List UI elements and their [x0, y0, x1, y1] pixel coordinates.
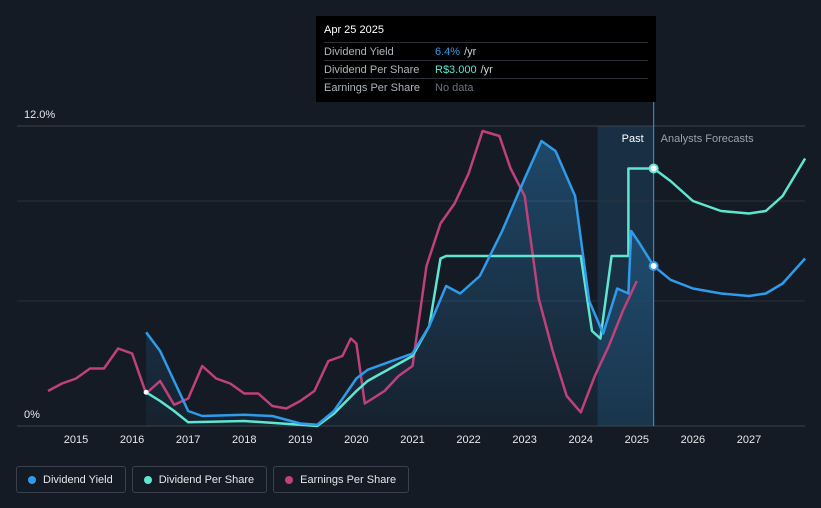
hover-marker	[648, 261, 659, 271]
tooltip-row-value: No data	[435, 81, 474, 94]
legend-dot-icon	[28, 475, 36, 484]
x-tick-label: 2026	[681, 434, 705, 446]
dividend-per-share-line	[145, 157, 807, 428]
past-label: Past	[622, 133, 644, 145]
x-tick-label: 2016	[120, 434, 144, 446]
dividend-yield-area	[146, 141, 654, 426]
x-tick-label: 2022	[456, 434, 480, 446]
legend-label: Dividend Yield	[43, 473, 113, 486]
tooltip-row-value: 6.4%	[435, 45, 461, 58]
y-tick-label-top: 12.0%	[24, 109, 55, 121]
tooltip-row-name: Dividend Per Share	[324, 63, 420, 76]
tooltip-row-earnings-per-share: Earnings Per Share No data	[324, 78, 648, 96]
tooltip-row-name: Earnings Per Share	[324, 81, 420, 94]
tooltip-row-unit: /yr	[480, 63, 493, 76]
legend-item-dividend-per-share[interactable]: Dividend Per Share	[131, 466, 268, 493]
legend-dot-icon	[143, 475, 152, 484]
tooltip: Apr 25 2025 Dividend Yield 6.4% /yr Divi…	[316, 16, 656, 102]
tooltip-row-unit: /yr	[464, 45, 477, 58]
x-tick-label: 2020	[344, 434, 368, 446]
x-tick-label: 2019	[288, 434, 312, 446]
x-tick-label: 2025	[625, 434, 649, 446]
legend: Dividend Yield Dividend Per Share Earnin…	[16, 466, 410, 493]
y-tick-label-bottom: 0%	[24, 409, 40, 421]
legend-label: Earnings Per Share	[300, 473, 397, 486]
legend-dot-icon	[285, 475, 294, 484]
legend-label: Dividend Per Share	[158, 473, 255, 486]
x-tick-label: 2018	[232, 434, 256, 446]
tooltip-date: Apr 25 2025	[324, 24, 384, 36]
tooltip-row-dividend-yield: Dividend Yield 6.4% /yr	[324, 42, 648, 60]
x-tick-label: 2027	[737, 434, 761, 446]
dividend-yield-line	[145, 139, 807, 427]
legend-item-earnings-per-share[interactable]: Earnings Per Share	[273, 466, 410, 493]
x-tick-label: 2021	[400, 434, 424, 446]
x-tick-label: 2017	[176, 434, 200, 446]
tooltip-row-name: Dividend Yield	[324, 45, 394, 58]
hover-marker	[648, 163, 659, 174]
legend-item-dividend-yield[interactable]: Dividend Yield	[16, 466, 126, 493]
forecast-label: Analysts Forecasts	[661, 133, 754, 145]
tooltip-row-value: R$3.000	[435, 63, 477, 76]
series-start-marker	[143, 389, 149, 395]
x-tick-label: 2024	[569, 434, 593, 446]
x-tick-label: 2015	[64, 434, 88, 446]
x-tick-label: 2023	[512, 434, 536, 446]
tooltip-row-dividend-per-share: Dividend Per Share R$3.000 /yr	[324, 60, 648, 78]
